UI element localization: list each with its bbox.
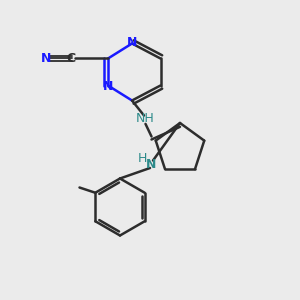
- Text: H: H: [138, 152, 147, 166]
- Text: C: C: [66, 52, 75, 65]
- Text: N: N: [127, 35, 137, 49]
- Text: N: N: [41, 52, 52, 65]
- Text: NH: NH: [136, 112, 155, 125]
- Text: N: N: [103, 80, 113, 94]
- Text: N: N: [146, 158, 157, 172]
